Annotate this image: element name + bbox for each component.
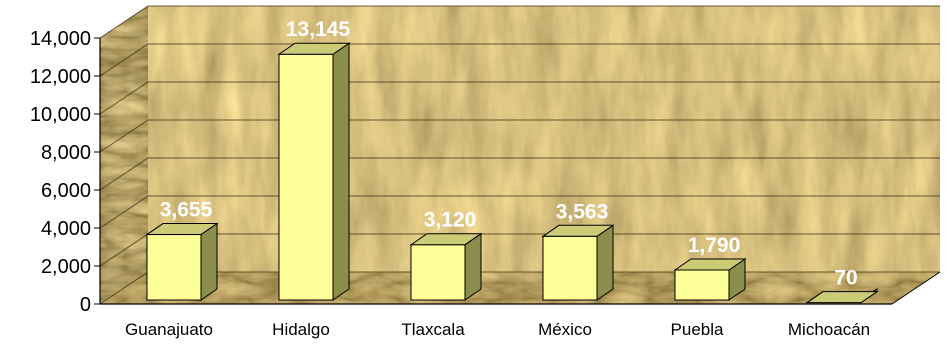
bar-top <box>673 258 747 271</box>
bar-front <box>146 234 202 301</box>
data-label: 3,120 <box>424 209 477 232</box>
x-axis: Guanajuato Hidalgo Tlaxcala México Puebla Mic… <box>125 320 870 339</box>
bar-front <box>542 235 598 301</box>
x-tick-label: Tlaxcala <box>401 320 465 339</box>
plot-floor <box>100 272 940 304</box>
bar-top <box>145 223 219 236</box>
y-tick-label: 8,000 <box>41 142 91 164</box>
data-label: 70 <box>834 267 857 290</box>
bar-top <box>805 291 879 304</box>
plot-back-wall <box>148 6 940 272</box>
bar-michoacán <box>805 288 879 304</box>
bar-front <box>410 244 466 301</box>
y-tick-label: 6,000 <box>41 180 91 202</box>
y-tick-label: 4,000 <box>41 218 91 240</box>
gridline <box>99 157 940 191</box>
bar-front <box>674 269 730 301</box>
y-axis: 0 2,000 4,000 6,000 8,000 10,000 12,000 14,000 <box>30 28 941 316</box>
plot-side-wall <box>100 6 148 304</box>
x-tick-label: México <box>538 320 592 339</box>
gridline <box>99 119 940 153</box>
bars <box>145 42 879 304</box>
bar-top <box>277 42 351 55</box>
x-tick-label: Hidalgo <box>272 320 330 339</box>
floor-edge <box>891 271 941 305</box>
x-tick-label: Guanajuato <box>125 320 213 339</box>
bar-tlaxcala <box>409 232 483 301</box>
bar-puebla <box>673 258 747 301</box>
gridline <box>99 195 940 229</box>
x-tick-label: Michoacán <box>788 320 870 339</box>
data-label: 1,790 <box>688 234 741 257</box>
data-label: 13,145 <box>286 18 351 41</box>
data-label: 3,563 <box>556 200 609 223</box>
gridline <box>99 43 940 77</box>
bar-hidalgo <box>277 42 351 301</box>
gridline <box>99 5 940 39</box>
bar-top <box>409 233 483 246</box>
data-labels: 3,655 13,145 3,120 3,563 1,790 70 <box>160 18 858 289</box>
bar-side <box>332 42 350 301</box>
bar-front <box>278 53 334 301</box>
gridline <box>99 81 940 115</box>
bar-side <box>200 222 218 301</box>
bar-side <box>596 224 614 301</box>
data-label: 3,655 <box>160 199 213 222</box>
bar-guanajuato <box>145 222 219 301</box>
y-tick-label: 10,000 <box>30 104 91 126</box>
bar-top <box>541 224 615 237</box>
y-tick-label: 12,000 <box>30 66 91 88</box>
y-tick-label: 14,000 <box>30 28 91 50</box>
x-tick-label: Puebla <box>671 320 724 339</box>
y-tick-label: 0 <box>80 294 91 316</box>
bar-méxico <box>541 224 615 301</box>
y-tick-label: 2,000 <box>41 256 91 278</box>
